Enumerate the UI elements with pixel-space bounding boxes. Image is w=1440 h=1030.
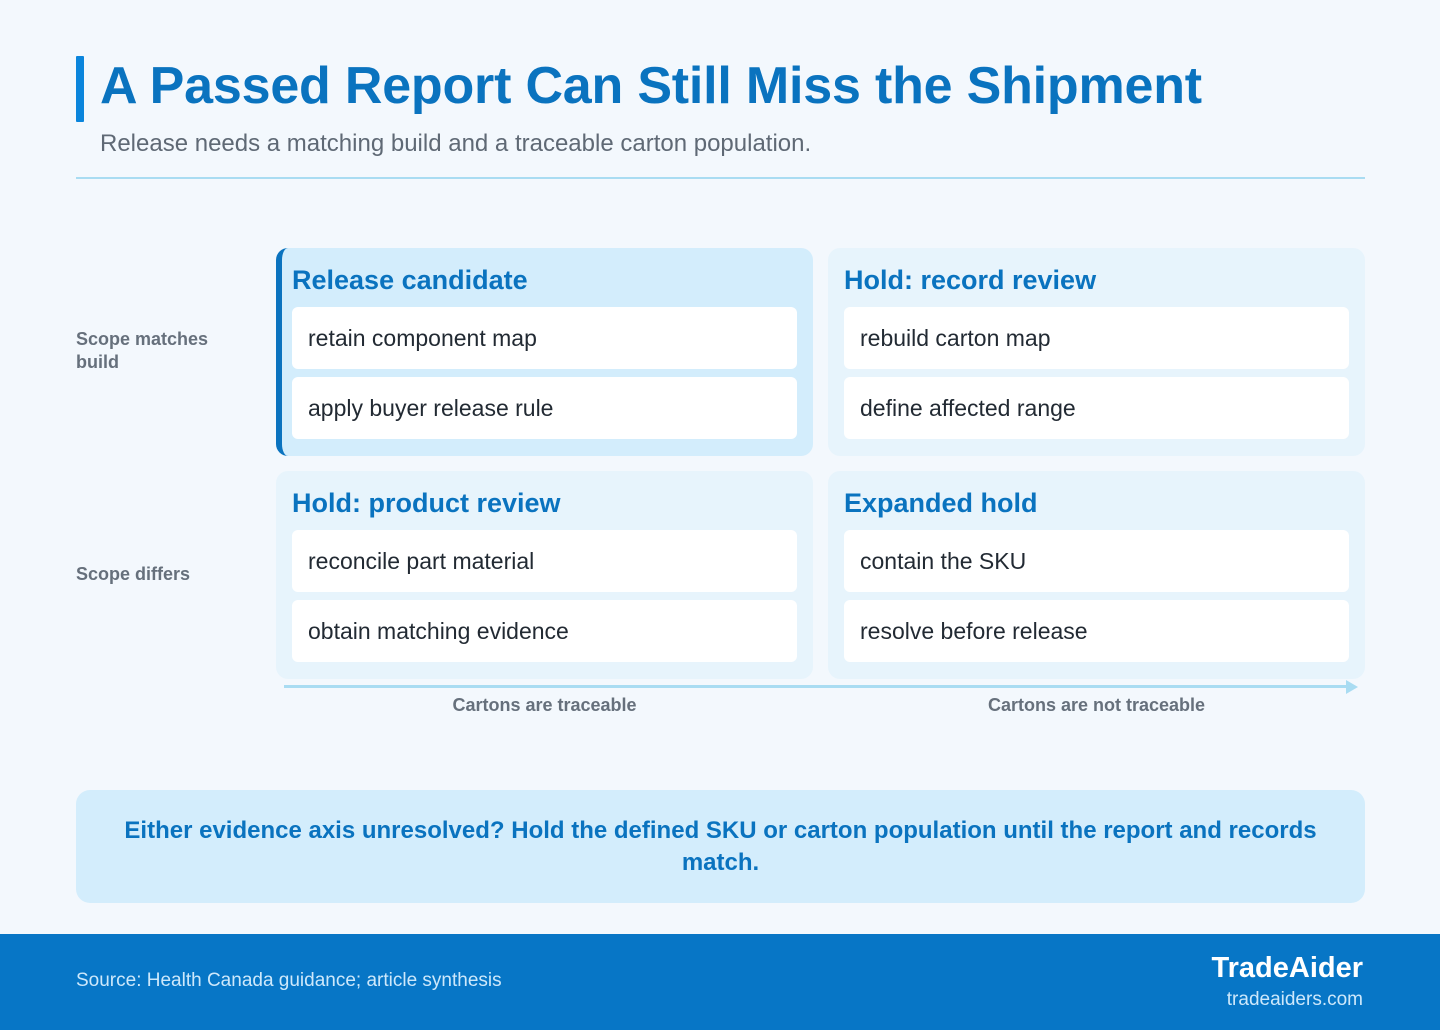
header-divider	[76, 177, 1365, 179]
cell-hold-record-review: Hold: record review rebuild carton map d…	[828, 248, 1365, 456]
cell-title: Hold: record review	[844, 265, 1097, 295]
footer-bar	[0, 934, 1440, 1030]
column-label-traceable: Cartons are traceable	[452, 695, 637, 715]
cell-item: rebuild carton map	[844, 307, 1349, 369]
page-title: A Passed Report Can Still Miss the Shipm…	[100, 57, 1202, 115]
cell-item: apply buyer release rule	[292, 377, 797, 439]
column-label-not-traceable: Cartons are not traceable	[987, 695, 1206, 715]
cell-item: define affected range	[844, 377, 1349, 439]
row-label-scope-matches: Scope matches build	[76, 329, 209, 372]
cell-release-candidate: Release candidate retain component map a…	[276, 248, 813, 456]
brand-url: tradeaiders.com	[1226, 989, 1363, 1010]
row-label-scope-differs: Scope differs	[76, 564, 191, 584]
cell-item: resolve before release	[844, 600, 1349, 662]
cell-item: retain component map	[292, 307, 797, 369]
arrow-right-icon	[1346, 680, 1358, 694]
cell-title: Expanded hold	[844, 488, 1038, 518]
callout-box: Either evidence axis unresolved? Hold th…	[76, 790, 1365, 903]
cell-title: Hold: product review	[292, 488, 561, 518]
cell-item: obtain matching evidence	[292, 600, 797, 662]
cell-expanded-hold: Expanded hold contain the SKU resolve be…	[828, 471, 1365, 679]
callout-text: Either evidence axis unresolved? Hold th…	[124, 816, 1317, 876]
cell-title: Release candidate	[292, 265, 528, 295]
source-note: Source: Health Canada guidance; article …	[76, 970, 502, 991]
brand-logo-text: TradeAider	[1211, 952, 1364, 984]
title-accent-bar	[76, 56, 84, 122]
cell-item: reconcile part material	[292, 530, 797, 592]
x-axis-line	[284, 685, 1348, 688]
page-subtitle: Release needs a matching build and a tra…	[100, 130, 812, 157]
cell-item: contain the SKU	[844, 530, 1349, 592]
cell-hold-product-review: Hold: product review reconcile part mate…	[276, 471, 813, 679]
